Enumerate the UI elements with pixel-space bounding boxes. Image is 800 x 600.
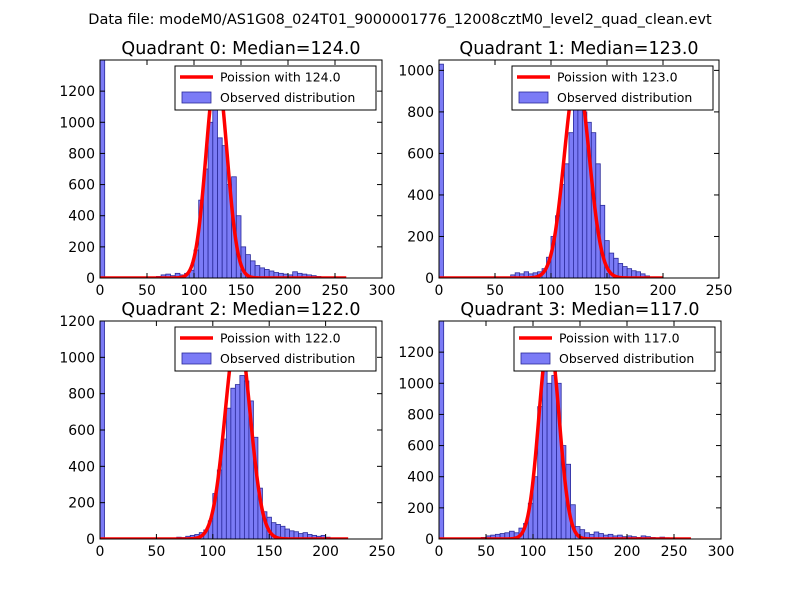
x-tick-label: 200 — [312, 544, 339, 560]
poisson-fit-line — [439, 336, 693, 539]
x-tick-label: 0 — [435, 544, 444, 560]
histogram-bar — [100, 60, 106, 278]
y-tick-label: 1200 — [59, 84, 95, 100]
y-tick-label: 200 — [68, 240, 95, 256]
legend: Poission with 122.0 Observed distribution — [174, 326, 377, 372]
histogram-bar — [217, 137, 223, 278]
histogram-bar — [230, 387, 236, 539]
legend-bar-swatch — [518, 91, 549, 104]
y-tick-label: 1000 — [59, 115, 95, 131]
panel-title: Quadrant 3: Median=117.0 — [460, 300, 699, 320]
legend-label-observed: Observed distribution — [220, 90, 355, 105]
plot-area — [439, 321, 693, 539]
legend-label-fit: Poission with 122.0 — [220, 331, 341, 346]
legend: Poission with 123.0 Observed distribution — [511, 65, 714, 111]
histogram-bar — [225, 407, 232, 539]
y-tick-label: 600 — [68, 178, 95, 194]
x-tick-label: 50 — [138, 283, 156, 299]
y-tick-label: 1000 — [59, 350, 95, 366]
x-tick-label: 0 — [435, 283, 444, 299]
histogram-bar — [212, 106, 218, 278]
x-tick-label: 100 — [538, 283, 565, 299]
x-tick-label: 0 — [96, 544, 105, 560]
x-tick-label: 300 — [369, 283, 396, 299]
chart-panel-0: 0 50 100 150 200 250 300 0 200 400 600 800 1000 1200 Q… — [59, 39, 395, 299]
histogram-bar — [221, 145, 228, 278]
histogram-bar — [234, 384, 241, 539]
x-tick-label: 0 — [96, 283, 105, 299]
panel-title: Quadrant 2: Median=122.0 — [121, 300, 360, 320]
y-tick-label: 600 — [407, 439, 434, 455]
y-tick-label: 600 — [68, 423, 95, 439]
histogram-bar — [564, 163, 570, 278]
x-tick-label: 250 — [369, 544, 396, 560]
legend-bar-swatch — [181, 352, 212, 365]
x-tick-label: 250 — [706, 283, 733, 299]
y-tick-label: 1000 — [398, 63, 434, 79]
y-tick-label: 200 — [407, 501, 434, 517]
y-tick-label: 1200 — [59, 314, 95, 330]
x-tick-label: 200 — [650, 283, 677, 299]
histogram-bar — [207, 121, 214, 278]
x-tick-label: 50 — [477, 544, 495, 560]
y-tick-label: 0 — [425, 532, 434, 548]
y-tick-label: 800 — [407, 105, 434, 121]
y-tick-label: 0 — [86, 532, 95, 548]
legend-label-fit: Poission with 123.0 — [557, 70, 678, 85]
legend: Poission with 124.0 Observed distribution — [174, 65, 377, 111]
y-tick-label: 800 — [68, 387, 95, 403]
legend-label-observed: Observed distribution — [559, 351, 694, 366]
y-tick-label: 400 — [407, 188, 434, 204]
panel-title: Quadrant 0: Median=124.0 — [121, 39, 360, 59]
y-tick-label: 600 — [407, 146, 434, 162]
histogram-bar — [239, 375, 245, 539]
x-tick-label: 100 — [181, 283, 208, 299]
chart-panel-1: 0 50 100 150 200 250 0 200 400 600 800 1000 Quadrant… — [398, 39, 732, 299]
legend-label-fit: Poission with 124.0 — [220, 70, 341, 85]
figure-title: Data file: modeM0/AS1G08_024T01_90000017… — [88, 12, 712, 28]
x-tick-label: 150 — [256, 544, 283, 560]
x-tick-label: 200 — [614, 544, 641, 560]
y-tick-label: 1200 — [398, 345, 434, 361]
histogram-bar — [439, 63, 444, 278]
axes-frame — [438, 59, 720, 279]
chart-panel-3: 0 50 100 150 200 250 300 0 200 400 600 800 1000 1200 Q… — [398, 300, 734, 560]
x-tick-label: 300 — [708, 544, 735, 560]
y-tick-label: 0 — [86, 271, 95, 287]
histogram-bar — [551, 375, 557, 539]
y-tick-label: 200 — [68, 496, 95, 512]
x-tick-label: 250 — [322, 283, 349, 299]
legend-label-observed: Observed distribution — [557, 90, 692, 105]
histogram-bar — [439, 321, 445, 539]
x-tick-label: 50 — [486, 283, 504, 299]
histogram-bar — [568, 132, 574, 278]
x-tick-label: 250 — [661, 544, 688, 560]
x-tick-label: 100 — [199, 544, 226, 560]
x-tick-label: 150 — [594, 283, 621, 299]
x-tick-label: 150 — [228, 283, 255, 299]
chart-panel-2: 0 50 100 150 200 250 0 200 400 600 800 1000 1200 Quad… — [59, 300, 395, 560]
y-tick-label: 400 — [68, 459, 95, 475]
y-tick-label: 1000 — [398, 376, 434, 392]
histogram-bar — [546, 382, 553, 539]
legend: Poission with 117.0 Observed distribution — [513, 326, 716, 372]
legend-label-fit: Poission with 117.0 — [559, 331, 680, 346]
y-tick-label: 400 — [407, 470, 434, 486]
legend-bar-swatch — [520, 352, 551, 365]
x-tick-label: 150 — [567, 544, 594, 560]
y-tick-label: 800 — [407, 407, 434, 423]
legend-bar-swatch — [181, 91, 212, 104]
y-tick-label: 400 — [68, 209, 95, 225]
x-tick-label: 100 — [520, 544, 547, 560]
y-tick-label: 800 — [68, 146, 95, 162]
x-tick-label: 200 — [275, 283, 302, 299]
x-tick-label: 50 — [147, 544, 165, 560]
y-tick-label: 200 — [407, 229, 434, 245]
y-tick-label: 0 — [425, 271, 434, 287]
legend-label-observed: Observed distribution — [220, 351, 355, 366]
poisson-fit-line — [100, 328, 350, 539]
histogram-bar — [573, 90, 579, 278]
panel-title: Quadrant 1: Median=123.0 — [459, 39, 698, 59]
